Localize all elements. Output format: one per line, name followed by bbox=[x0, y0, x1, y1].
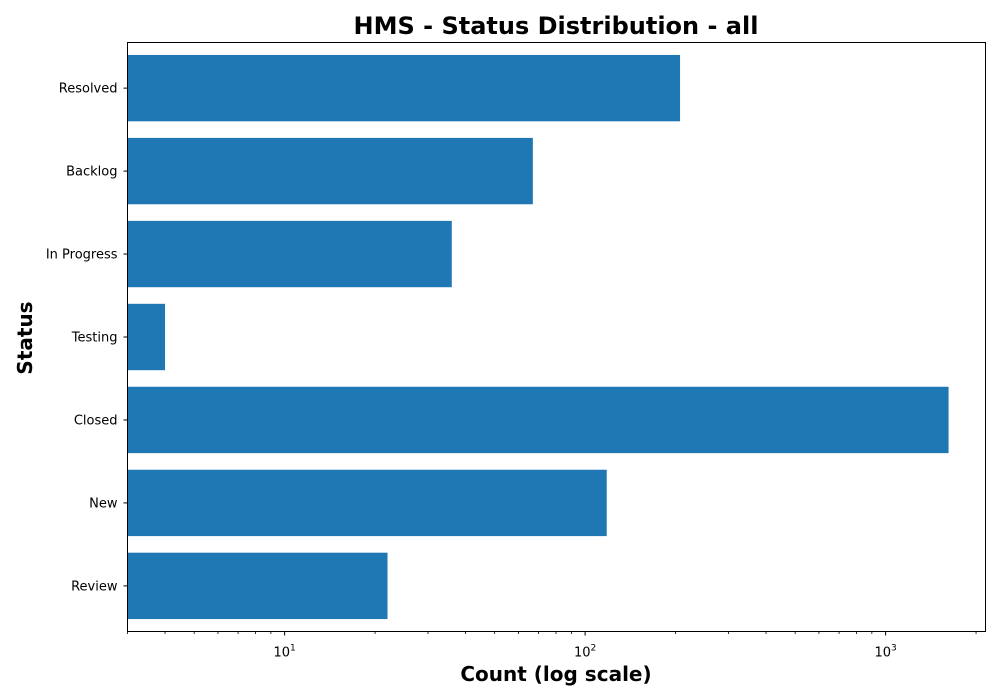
x-tick-label-1000: 103 bbox=[874, 644, 896, 661]
y-axis-title: Status bbox=[13, 301, 37, 374]
y-tick-label-backlog: Backlog bbox=[66, 165, 117, 180]
y-tick-label-in-progress: In Progress bbox=[46, 248, 118, 263]
ticks-layer: Review New Closed Testing In Progress Backlog… bbox=[46, 82, 977, 661]
bar-resolved bbox=[127, 54, 681, 122]
y-tick-label-resolved: Resolved bbox=[59, 82, 118, 97]
bars-layer bbox=[127, 54, 949, 620]
y-tick-label-review: Review bbox=[71, 579, 118, 594]
y-tick-label-testing: Testing bbox=[71, 331, 118, 346]
y-tick-label-closed: Closed bbox=[74, 413, 118, 428]
y-tick-label-new: New bbox=[89, 496, 118, 511]
x-tick-label-100: 102 bbox=[574, 644, 596, 661]
bar-new bbox=[127, 469, 607, 537]
chart-title: HMS - Status Distribution - all bbox=[354, 12, 759, 40]
bar-testing bbox=[127, 303, 166, 371]
bar-review bbox=[127, 552, 388, 620]
bar-in-progress bbox=[127, 220, 452, 288]
x-axis-title: Count (log scale) bbox=[460, 662, 651, 686]
bar-closed bbox=[127, 386, 949, 454]
plot-frame bbox=[127, 42, 986, 632]
x-tick-label-10: 101 bbox=[273, 644, 295, 661]
bar-backlog bbox=[127, 137, 533, 205]
